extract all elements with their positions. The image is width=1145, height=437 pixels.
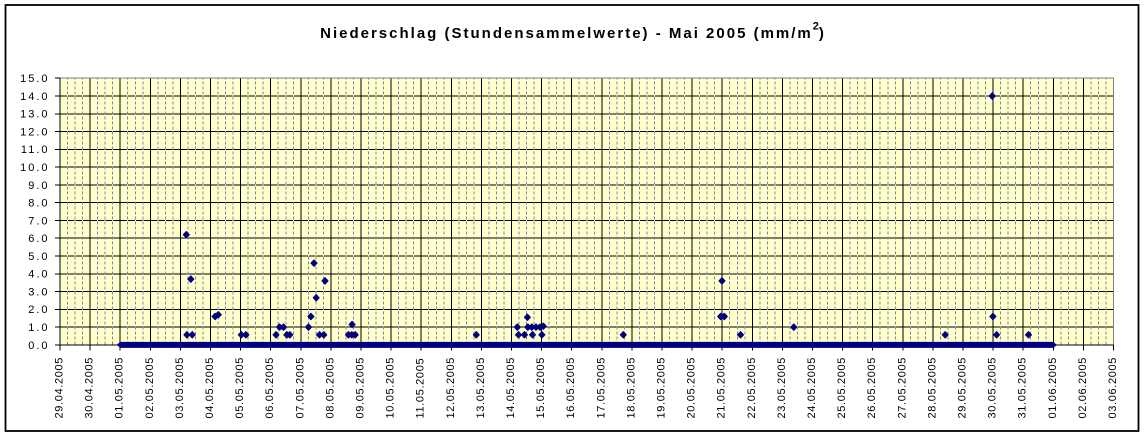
svg-text:10.05.2005: 10.05.2005 xyxy=(385,357,397,419)
svg-text:1.0: 1.0 xyxy=(28,322,49,334)
svg-text:29.05.2005: 29.05.2005 xyxy=(957,357,969,419)
svg-text:19.05.2005: 19.05.2005 xyxy=(656,357,668,419)
svg-text:29.04.2005: 29.04.2005 xyxy=(54,357,66,419)
svg-text:12.0: 12.0 xyxy=(20,126,49,138)
svg-text:03.06.2005: 03.06.2005 xyxy=(1107,357,1119,419)
svg-text:01.05.2005: 01.05.2005 xyxy=(114,357,126,419)
svg-text:15.0: 15.0 xyxy=(20,73,49,85)
svg-text:20.05.2005: 20.05.2005 xyxy=(686,357,698,419)
svg-text:04.05.2005: 04.05.2005 xyxy=(204,357,216,419)
svg-text:24.05.2005: 24.05.2005 xyxy=(806,357,818,419)
svg-text:09.05.2005: 09.05.2005 xyxy=(355,357,367,419)
svg-text:5.0: 5.0 xyxy=(28,251,49,263)
svg-text:2.0: 2.0 xyxy=(28,304,49,316)
svg-text:06.05.2005: 06.05.2005 xyxy=(264,357,276,419)
svg-text:12.05.2005: 12.05.2005 xyxy=(445,357,457,419)
svg-text:3.0: 3.0 xyxy=(28,287,49,299)
svg-text:30.05.2005: 30.05.2005 xyxy=(987,357,999,419)
svg-text:13.0: 13.0 xyxy=(20,109,49,121)
svg-text:21.05.2005: 21.05.2005 xyxy=(716,357,728,419)
svg-text:18.05.2005: 18.05.2005 xyxy=(625,357,637,419)
svg-text:17.05.2005: 17.05.2005 xyxy=(595,357,607,419)
svg-text:05.05.2005: 05.05.2005 xyxy=(234,357,246,419)
svg-text:8.0: 8.0 xyxy=(28,198,49,210)
svg-text:14.0: 14.0 xyxy=(20,91,49,103)
svg-text:02.05.2005: 02.05.2005 xyxy=(144,357,156,419)
svg-text:6.0: 6.0 xyxy=(28,233,49,245)
svg-text:08.05.2005: 08.05.2005 xyxy=(324,357,336,419)
svg-text:26.05.2005: 26.05.2005 xyxy=(866,357,878,419)
svg-text:4.0: 4.0 xyxy=(28,269,49,281)
svg-text:02.06.2005: 02.06.2005 xyxy=(1077,357,1089,419)
svg-text:28.05.2005: 28.05.2005 xyxy=(926,357,938,419)
svg-text:03.05.2005: 03.05.2005 xyxy=(174,357,186,419)
svg-text:30.04.2005: 30.04.2005 xyxy=(84,357,96,419)
svg-text:31.05.2005: 31.05.2005 xyxy=(1017,357,1029,419)
svg-text:7.0: 7.0 xyxy=(28,215,49,227)
svg-text:11.0: 11.0 xyxy=(21,144,50,156)
svg-text:22.05.2005: 22.05.2005 xyxy=(746,357,758,419)
svg-text:15.05.2005: 15.05.2005 xyxy=(535,357,547,419)
svg-text:25.05.2005: 25.05.2005 xyxy=(836,357,848,419)
svg-text:13.05.2005: 13.05.2005 xyxy=(475,357,487,419)
svg-text:11.05.2005: 11.05.2005 xyxy=(415,358,427,419)
svg-text:23.05.2005: 23.05.2005 xyxy=(776,357,788,419)
svg-text:14.05.2005: 14.05.2005 xyxy=(505,357,517,419)
svg-text:Niederschlag (Stundensammelwer: Niederschlag (Stundensammelwerte) - Mai … xyxy=(320,21,824,43)
svg-text:9.0: 9.0 xyxy=(28,180,49,192)
svg-text:01.06.2005: 01.06.2005 xyxy=(1047,357,1059,419)
svg-text:0.0: 0.0 xyxy=(28,340,49,352)
svg-text:16.05.2005: 16.05.2005 xyxy=(565,357,577,419)
svg-text:27.05.2005: 27.05.2005 xyxy=(896,357,908,419)
svg-text:10.0: 10.0 xyxy=(20,162,49,174)
svg-text:07.05.2005: 07.05.2005 xyxy=(294,357,306,419)
